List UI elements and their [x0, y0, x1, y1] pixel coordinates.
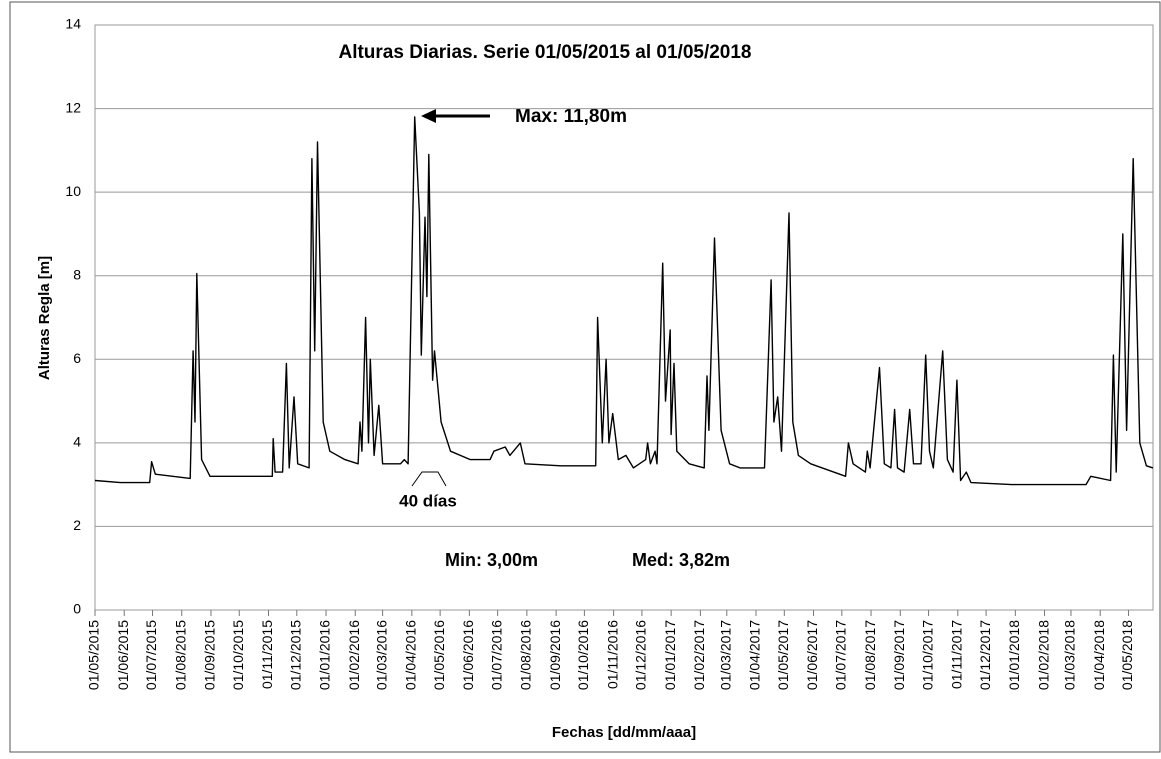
x-tick-label: 01/07/2015	[143, 620, 159, 690]
x-tick-label: 01/07/2016	[488, 620, 504, 690]
y-tick-label: 8	[73, 266, 81, 282]
x-tick-label: 01/04/2018	[1091, 620, 1107, 690]
x-tick-label: 01/10/2017	[919, 620, 935, 690]
x-tick-label: 01/01/2017	[662, 620, 678, 690]
x-axis-title: Fechas [dd/mm/aaa]	[552, 724, 696, 741]
y-tick-label: 6	[73, 350, 81, 366]
x-tick-label: 01/08/2017	[862, 620, 878, 690]
x-tick-label: 01/03/2017	[717, 620, 733, 690]
mean-annotation: Med: 3,82m	[632, 550, 730, 570]
x-tick-label: 01/08/2015	[172, 620, 188, 690]
x-tick-label: 01/11/2016	[604, 620, 620, 689]
min-annotation: Min: 3,00m	[445, 550, 538, 570]
x-tick-label: 01/11/2015	[259, 620, 275, 689]
y-tick-label: 12	[65, 99, 81, 115]
x-tick-label: 01/12/2016	[633, 620, 649, 690]
y-tick-label: 0	[73, 601, 81, 617]
x-tick-label: 01/02/2016	[346, 620, 362, 690]
window-bracket	[411, 471, 447, 487]
x-tick-label: 01/02/2018	[1035, 620, 1051, 690]
x-tick-label: 01/04/2016	[403, 620, 419, 690]
x-tick-label: 01/10/2015	[230, 620, 246, 690]
y-tick-label: 4	[73, 434, 81, 450]
x-tick-label: 01/09/2015	[202, 620, 218, 690]
x-tick-label: 01/12/2017	[977, 620, 993, 690]
x-tick-label: 01/09/2016	[547, 620, 563, 690]
x-tick-label: 01/04/2017	[747, 620, 763, 690]
x-tick-label: 01/05/2017	[775, 620, 791, 690]
x-tick-label: 01/11/2017	[949, 620, 965, 689]
chart-title: Alturas Diarias. Serie 01/05/2015 al 01/…	[338, 42, 751, 63]
x-tick-label: 01/07/2017	[833, 620, 849, 690]
y-tick-label: 14	[65, 16, 81, 32]
window-annotation: 40 días	[399, 491, 457, 510]
x-tick-label: 01/10/2016	[575, 620, 591, 690]
max-annotation: Max: 11,80m	[515, 106, 627, 127]
data-line	[94, 116, 1154, 486]
arrow-head	[421, 109, 436, 123]
x-tick-label: 01/02/2017	[691, 620, 707, 690]
x-tick-label: 01/12/2015	[287, 620, 303, 690]
x-tick-label: 01/05/2015	[86, 620, 102, 690]
x-tick-label: 01/09/2017	[891, 620, 907, 690]
x-tick-label: 01/05/2018	[1119, 620, 1135, 690]
x-tick-label: 01/01/2016	[317, 620, 333, 690]
x-tick-label: 01/01/2018	[1006, 620, 1022, 690]
x-tick-label: 01/03/2016	[373, 620, 389, 690]
x-tick-label: 01/08/2016	[518, 620, 534, 690]
y-axis-title: Alturas Regla [m]	[36, 256, 53, 380]
x-tick-label: 01/06/2016	[460, 620, 476, 690]
x-tick-label: 01/06/2017	[804, 620, 820, 690]
x-tick-label: 01/06/2015	[115, 620, 131, 690]
frame	[9, 1, 1161, 753]
x-tick-label: 01/05/2016	[431, 620, 447, 690]
x-tick-label: 01/03/2018	[1062, 620, 1078, 690]
y-tick-label: 2	[73, 517, 81, 533]
y-tick-label: 10	[65, 183, 81, 199]
